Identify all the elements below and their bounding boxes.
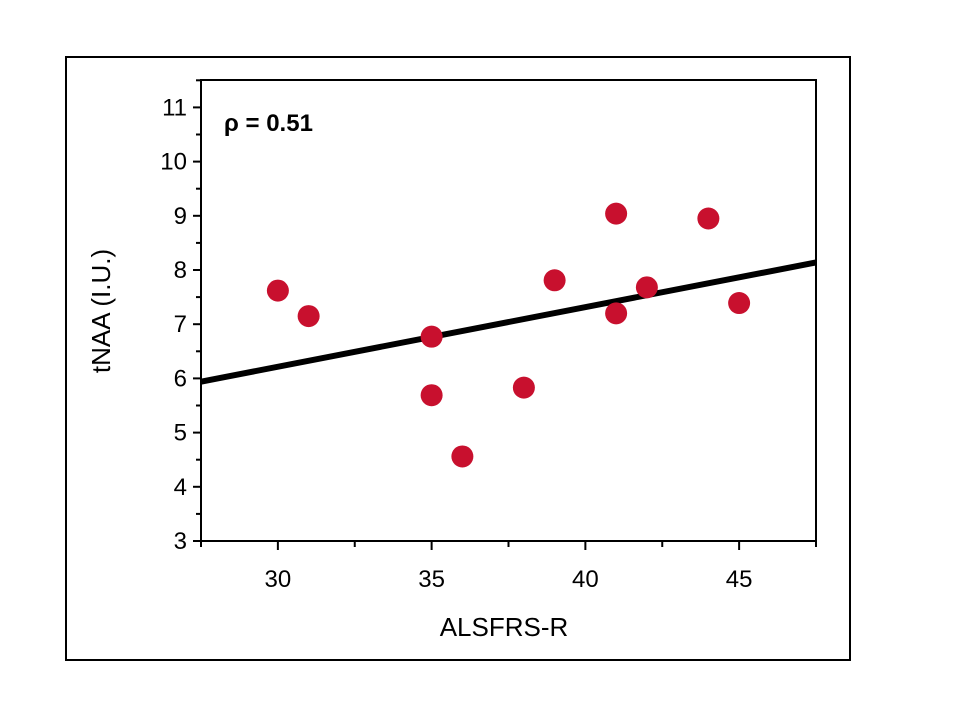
y-tick-label: 3 [174,528,187,555]
y-tick-label: 7 [174,311,187,338]
fit-line-group [200,259,817,385]
data-point [543,269,566,292]
x-tick-label: 40 [572,566,599,593]
data-point [635,276,658,299]
y-tick-label: 4 [174,474,187,501]
y-tick-label: 5 [174,420,187,447]
plot-area-border [200,79,817,542]
x-axis-title: ALSFRS-R [440,612,569,642]
correlation-annotation: ρ = 0.51 [224,110,313,137]
x-tick-label: 45 [726,566,753,593]
data-points [266,202,751,468]
y-tick-label: 10 [160,149,187,176]
data-point [512,376,535,399]
y-tick-label: 6 [174,365,187,392]
data-point [728,292,751,315]
y-tick-label: 11 [162,94,187,121]
y-tick-label: 9 [174,203,187,230]
data-point [420,384,443,407]
data-point [266,279,289,302]
data-point [697,207,720,230]
y-axis-title: tNAA (I.U.) [86,249,116,373]
data-point [420,325,443,348]
x-tick-label: 35 [418,566,445,593]
data-point [297,305,320,328]
chart-frame [65,56,851,661]
regression-line [200,259,817,385]
data-point [605,302,628,325]
y-tick-label: 8 [174,257,187,284]
data-point [451,445,474,468]
data-point [605,202,628,225]
x-tick-label: 30 [265,566,292,593]
